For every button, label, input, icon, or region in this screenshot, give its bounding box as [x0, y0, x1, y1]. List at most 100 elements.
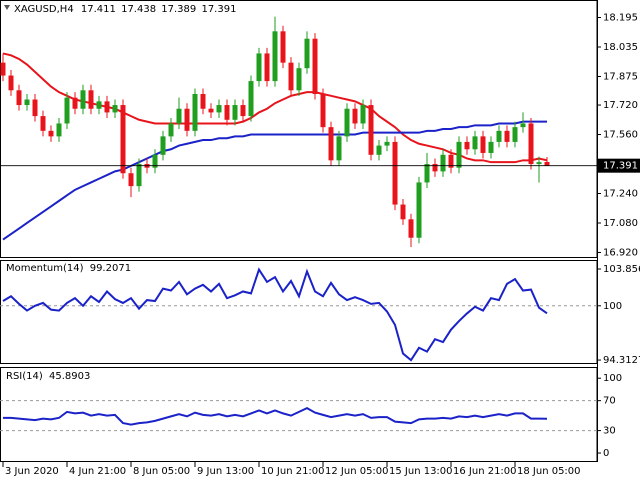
y-tick-label: 17.720	[603, 100, 638, 111]
candle-body	[328, 127, 334, 161]
candle-body	[432, 164, 438, 172]
indicator-line	[3, 407, 548, 426]
candle-body	[32, 99, 38, 117]
candle-body	[504, 130, 510, 142]
candle-body	[184, 108, 190, 131]
candle-body	[488, 141, 494, 153]
y-tick-label: 100	[603, 373, 622, 384]
candle-body	[376, 145, 382, 155]
candle-body	[200, 93, 206, 109]
candle-body	[440, 154, 446, 172]
y-tick-label: 16.920	[603, 247, 638, 258]
y-tick-label: 30	[603, 426, 616, 437]
candle-body	[536, 162, 542, 165]
candle-body	[96, 101, 102, 109]
y-tick-label: 17.875	[603, 71, 638, 82]
y-tick-label: 94.3127	[603, 355, 640, 366]
candle-body	[464, 141, 470, 150]
moving-average	[2, 52, 548, 164]
candle-body	[336, 136, 342, 161]
y-tick-label: 70	[603, 396, 616, 407]
candle-body	[384, 141, 390, 146]
momentum-header: Momentum(14) 99.2071	[6, 263, 131, 274]
indicator-line	[2, 267, 548, 362]
candle-body	[112, 105, 118, 113]
x-tick-label: 9 Jun 13:00	[197, 466, 254, 477]
indicator-value: 99.2071	[90, 263, 131, 274]
x-tick-label: 16 Jun 21:00	[453, 466, 517, 477]
indicator-name: RSI(14)	[6, 371, 43, 382]
candle-body	[248, 81, 254, 117]
candle-body	[8, 75, 14, 91]
candle-body	[80, 90, 86, 109]
candle-body	[400, 204, 406, 220]
x-tick-label: 10 Jun 21:00	[261, 466, 325, 477]
current-price-tag	[597, 158, 640, 173]
high: 17.438	[121, 4, 156, 15]
candle-body	[56, 123, 62, 137]
low: 17.389	[161, 4, 196, 15]
candle-body	[240, 105, 246, 117]
y-tick-label: 18.035	[603, 42, 638, 53]
candle-body	[544, 161, 550, 166]
candle-body	[176, 108, 182, 124]
candle-body	[320, 93, 326, 128]
indicator-name: Momentum(14)	[6, 263, 84, 274]
candle-body	[136, 164, 142, 187]
candle-body	[472, 136, 478, 150]
candle-body	[104, 101, 110, 113]
y-tick-label: 103.8561	[603, 264, 640, 275]
candle-body	[232, 105, 238, 120]
current-price-label: 17.391	[603, 161, 638, 172]
x-tick-label: 4 Jun 21:00	[69, 466, 126, 477]
candle-body	[264, 53, 270, 82]
candle-body	[208, 108, 214, 113]
moving-average	[2, 120, 547, 241]
candle-body	[152, 154, 158, 168]
candle-body	[120, 105, 126, 174]
candle-body	[352, 108, 358, 124]
candle-body	[272, 31, 278, 82]
candle-body	[16, 90, 22, 106]
x-tick-label: 18 Jun 05:00	[517, 466, 581, 477]
candle-body	[344, 108, 350, 137]
x-tick-label: 3 Jun 2020	[5, 466, 59, 477]
candle-body	[72, 97, 78, 109]
candle-body	[88, 90, 94, 109]
candle-body	[456, 141, 462, 168]
y-tick-label: 17.560	[603, 130, 638, 141]
candle-body	[312, 38, 318, 94]
open: 17.411	[81, 4, 116, 15]
price-header: XAGUSD,H4 17.411 17.438 17.389 17.391	[14, 4, 236, 15]
candle-body	[416, 182, 422, 238]
candle-body	[480, 136, 486, 153]
candle-body	[528, 123, 534, 165]
candle-body	[40, 116, 46, 131]
candle-body	[296, 68, 302, 91]
candle-body	[304, 38, 310, 69]
candle-body	[48, 130, 54, 137]
rsi-header: RSI(14) 45.8903	[6, 371, 90, 382]
candle-body	[160, 136, 166, 155]
candle-body	[496, 130, 502, 142]
candle-body	[448, 154, 454, 168]
candle-body	[512, 127, 518, 142]
candle-body	[256, 53, 262, 82]
y-tick-label: 18.195	[603, 13, 638, 24]
collapse-icon	[4, 5, 10, 10]
candle-body	[288, 62, 294, 91]
candle-body	[280, 31, 286, 63]
candle-body	[24, 99, 30, 106]
x-tick-label: 15 Jun 13:00	[389, 466, 453, 477]
candle-body	[128, 173, 134, 187]
y-tick-label: 0	[603, 448, 609, 459]
y-tick-label: 100	[603, 301, 622, 312]
candle-body	[408, 219, 414, 238]
symbol: XAGUSD,H4	[14, 4, 74, 15]
close: 17.391	[201, 4, 236, 15]
candle-body	[392, 141, 398, 205]
x-tick-label: 12 Jun 05:00	[325, 466, 389, 477]
candle-body	[360, 105, 366, 124]
